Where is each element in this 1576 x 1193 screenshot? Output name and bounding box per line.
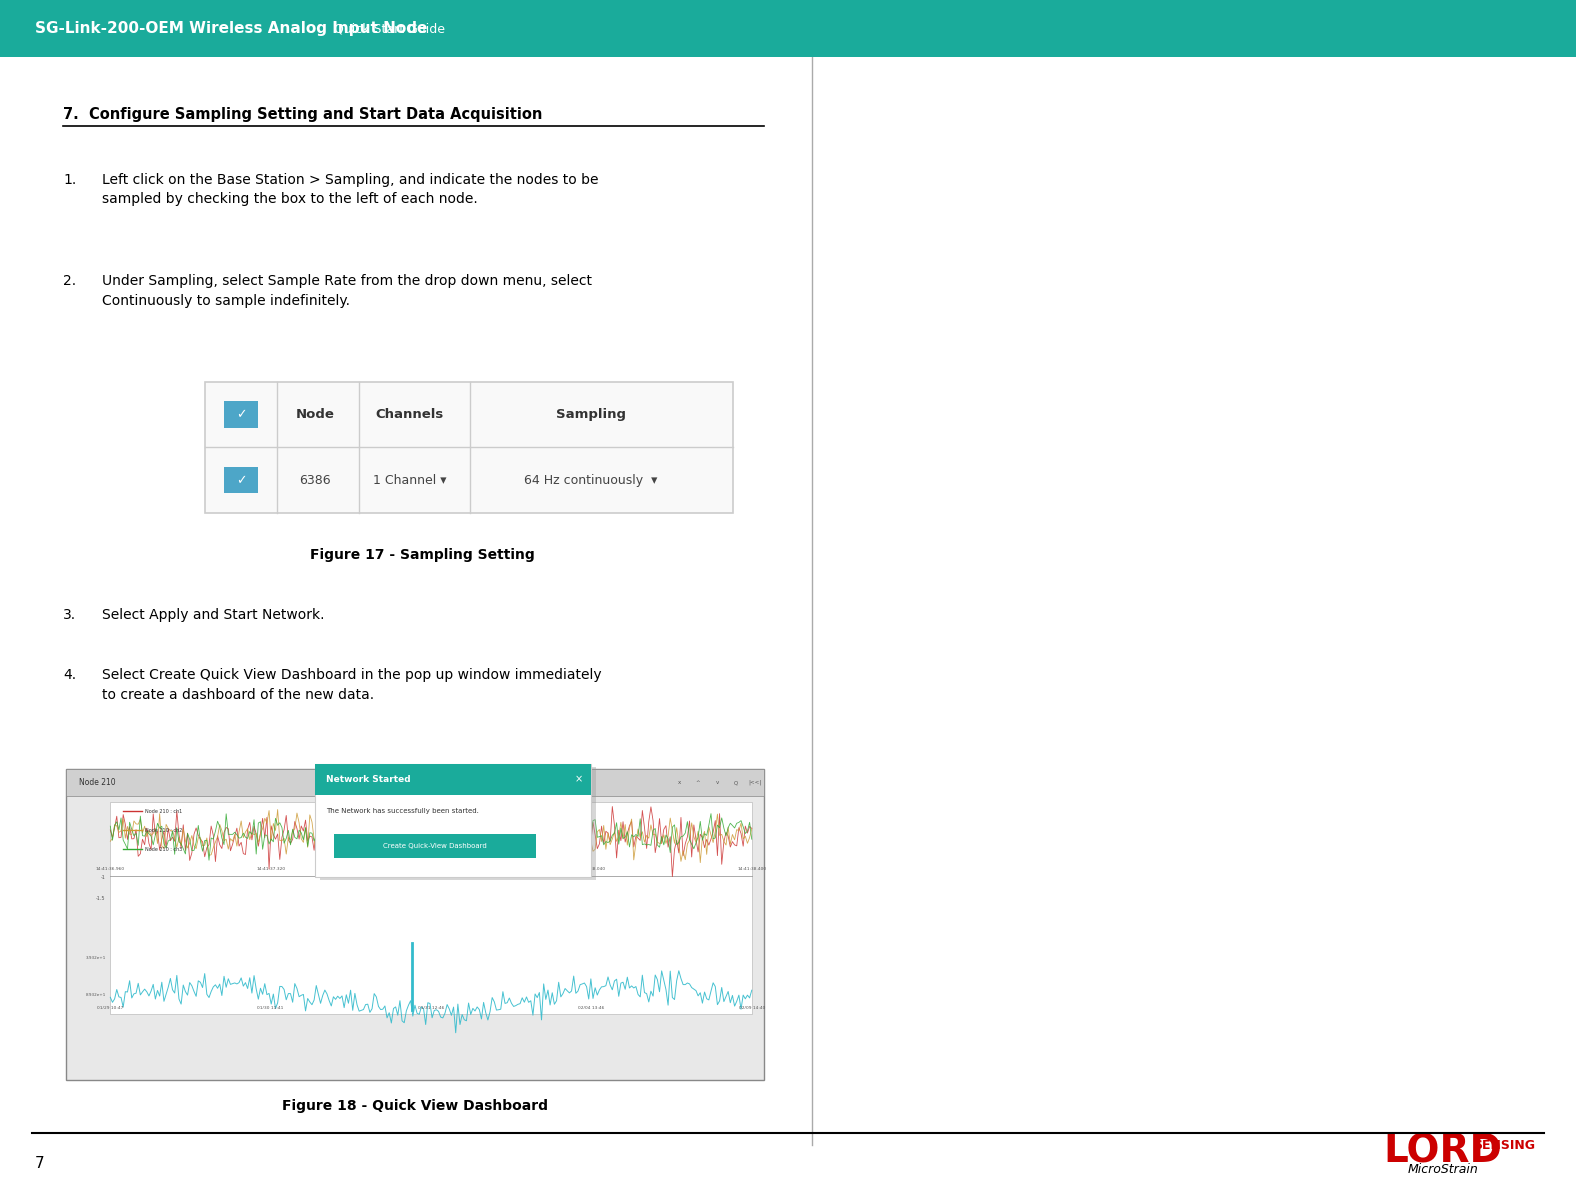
Text: Node 210: Node 210 (79, 778, 115, 787)
Text: Quick Start Guide: Quick Start Guide (326, 23, 446, 35)
Text: Figure 18 - Quick View Dashboard: Figure 18 - Quick View Dashboard (282, 1099, 548, 1113)
Text: 14:41:38.400: 14:41:38.400 (738, 867, 766, 871)
Text: Select Create Quick View Dashboard in the pop up window immediately
to create a : Select Create Quick View Dashboard in th… (102, 668, 602, 701)
Text: Create Quick-View Dashboard: Create Quick-View Dashboard (383, 842, 487, 849)
Bar (334, 834, 536, 858)
Text: ×: × (574, 774, 583, 784)
Text: The Network has successfully been started.: The Network has successfully been starte… (326, 808, 479, 815)
Text: 14:41:36.960: 14:41:36.960 (96, 867, 125, 871)
Text: 14:41:37.320: 14:41:37.320 (257, 867, 285, 871)
Text: Network Started: Network Started (326, 774, 411, 784)
Bar (205, 382, 733, 513)
Text: 02/09 14:40: 02/09 14:40 (739, 1007, 764, 1010)
Text: 3.932e+1: 3.932e+1 (85, 957, 106, 960)
Text: 7.  Configure Sampling Setting and Start Data Acquisition: 7. Configure Sampling Setting and Start … (63, 107, 542, 123)
Text: x: x (678, 780, 681, 785)
Text: SG-Link-200-OEM Wireless Analog Input Node: SG-Link-200-OEM Wireless Analog Input No… (35, 21, 427, 36)
Bar (66, 769, 764, 1080)
Text: 01/30 11:41: 01/30 11:41 (257, 1007, 284, 1010)
Text: 8.932e+1: 8.932e+1 (85, 994, 106, 997)
Text: 3.: 3. (63, 608, 76, 623)
Text: -1.5: -1.5 (96, 896, 106, 901)
Text: 14:41:38.040: 14:41:38.040 (577, 867, 605, 871)
Text: Channels: Channels (375, 408, 444, 421)
Text: Sampling: Sampling (556, 408, 626, 421)
Text: 7: 7 (35, 1156, 44, 1170)
Text: Node 210 : ch3: Node 210 : ch3 (145, 847, 183, 852)
Text: MicroStrain: MicroStrain (1407, 1163, 1478, 1175)
Text: Q: Q (734, 780, 738, 785)
Bar (315, 764, 591, 877)
Text: ✓: ✓ (236, 408, 246, 421)
Text: 1 Channel ▾: 1 Channel ▾ (374, 474, 446, 487)
Text: LORD: LORD (1384, 1132, 1502, 1170)
Text: -1: -1 (101, 876, 106, 880)
Text: 02/04 13:46: 02/04 13:46 (578, 1007, 605, 1010)
Text: 6386: 6386 (299, 474, 331, 487)
Text: v: v (716, 780, 719, 785)
Text: Under Sampling, select Sample Rate from the drop down menu, select
Continuously : Under Sampling, select Sample Rate from … (102, 274, 593, 308)
Bar (66, 769, 764, 796)
Bar (320, 767, 596, 880)
Text: 64 Hz continuously  ▾: 64 Hz continuously ▾ (525, 474, 657, 487)
Text: Node 210 : ch1: Node 210 : ch1 (145, 809, 183, 814)
Text: 1.: 1. (63, 173, 76, 187)
Text: Figure 17 - Sampling Setting: Figure 17 - Sampling Setting (310, 548, 534, 562)
Bar (224, 466, 258, 494)
Bar (110, 802, 752, 1014)
Text: 01/29 10:47: 01/29 10:47 (98, 1007, 123, 1010)
Text: ^: ^ (697, 780, 700, 785)
Text: Node: Node (296, 408, 334, 421)
Text: 2.: 2. (63, 274, 76, 289)
Bar (0, 0, 1576, 57)
Text: SENSING: SENSING (1474, 1139, 1535, 1151)
Text: |<<|: |<<| (749, 780, 761, 785)
Text: 01/31 12:46: 01/31 12:46 (418, 1007, 444, 1010)
Text: ✓: ✓ (236, 474, 246, 487)
Text: Left click on the Base Station > Sampling, and indicate the nodes to be
sampled : Left click on the Base Station > Samplin… (102, 173, 599, 206)
Bar (224, 401, 258, 427)
Text: 4.: 4. (63, 668, 76, 682)
Bar (315, 764, 591, 795)
Text: Node 210 : ch2: Node 210 : ch2 (145, 828, 183, 833)
Text: 14:41:37.680: 14:41:37.680 (416, 867, 446, 871)
Text: Select Apply and Start Network.: Select Apply and Start Network. (102, 608, 325, 623)
